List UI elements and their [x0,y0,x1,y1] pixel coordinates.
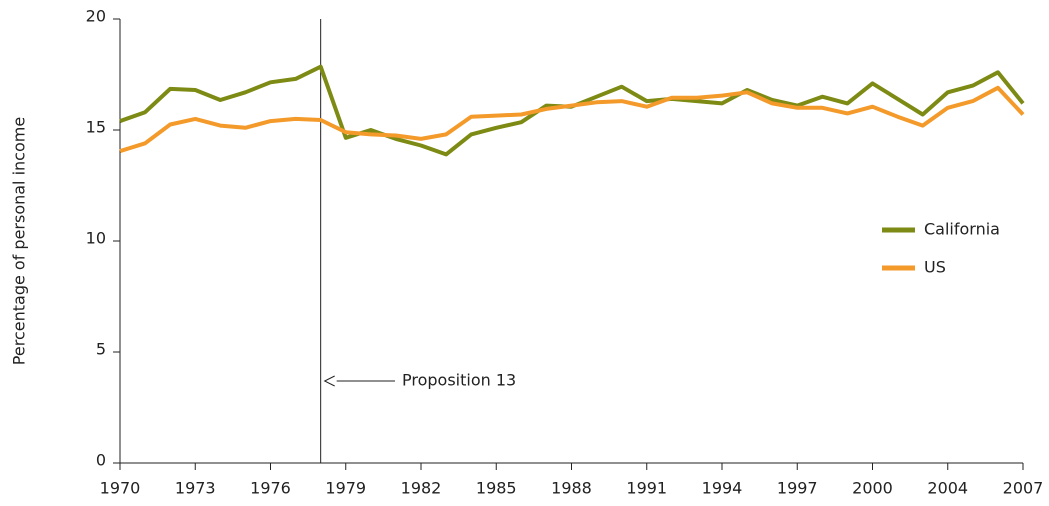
legend-label: US [924,258,946,277]
x-tick-label: 1982 [401,479,442,498]
y-tick-label: 0 [96,451,106,470]
y-tick-label: 15 [86,118,106,137]
x-tick-label: 1973 [175,479,216,498]
x-tick-label: 1979 [325,479,366,498]
legend-label: California [924,220,1000,239]
y-tick-label: 5 [96,340,106,359]
annotation-arrowhead [323,375,335,387]
annotation: Proposition 13 [402,371,516,390]
x-tick-label: 2004 [927,479,968,498]
x-tick-label: 1985 [476,479,517,498]
x-tick-label: 1997 [777,479,818,498]
x-tick-label: 1970 [100,479,141,498]
series-line [119,85,1025,154]
y-tick-label: 20 [86,7,106,26]
y-axis-label: Percentage of personal income [10,117,29,365]
y-tick-label: 10 [86,229,106,248]
x-tick-label: 2007 [1003,479,1044,498]
x-tick-label: 1988 [551,479,592,498]
x-tick-label: 2000 [852,479,893,498]
x-tick-label: 1994 [702,479,743,498]
x-tick-label: 1976 [250,479,291,498]
x-tick-label: 1991 [626,479,667,498]
